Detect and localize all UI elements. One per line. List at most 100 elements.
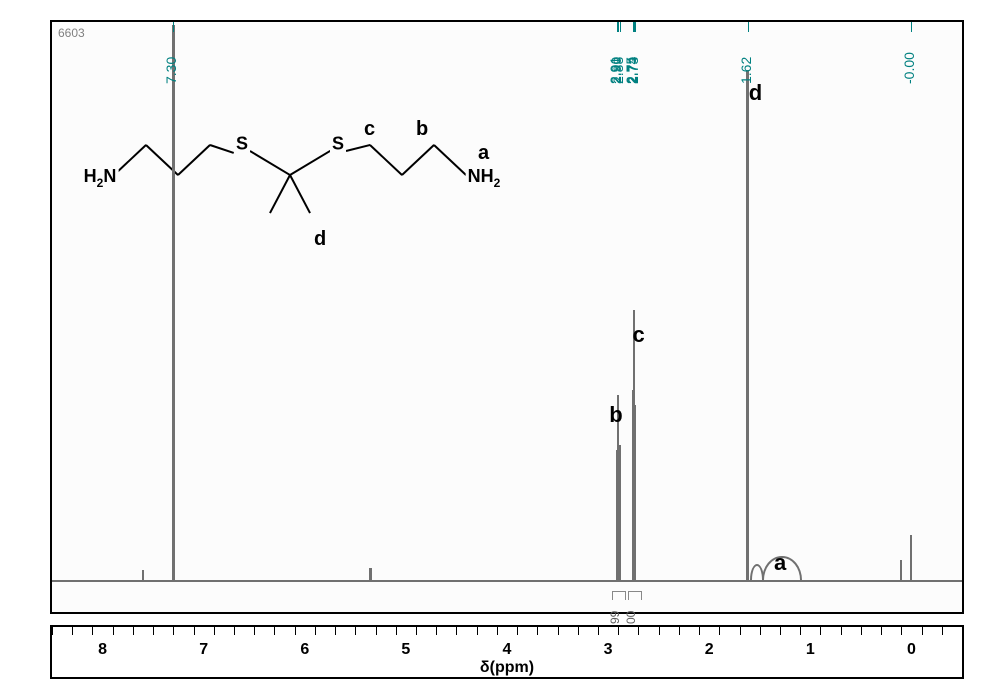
axis-tick-label: 5 — [401, 641, 410, 659]
axis-tick — [477, 627, 478, 635]
peak — [910, 535, 912, 580]
axis-tick — [274, 627, 275, 635]
axis-tick — [922, 627, 923, 635]
axis-tick — [962, 627, 963, 635]
bond — [249, 150, 290, 176]
axis-tick — [194, 627, 195, 635]
axis-tick — [52, 627, 53, 635]
proton-assignment-label: b — [609, 402, 622, 428]
corner-id-label: 6603 — [58, 26, 85, 40]
axis-tick-label: 0 — [907, 641, 916, 659]
atom-label: S — [234, 134, 250, 155]
axis-tick — [820, 627, 821, 635]
peak-top-tick — [620, 22, 621, 32]
axis-tick — [416, 627, 417, 635]
axis-tick — [740, 627, 741, 635]
axis-tick — [376, 627, 377, 635]
axis-tick — [315, 627, 316, 635]
axis-tick — [638, 627, 639, 635]
axis-tick — [153, 627, 154, 635]
bond — [289, 150, 330, 176]
atom-label: H2N — [82, 166, 119, 190]
axis-tick-label: 3 — [604, 641, 613, 659]
proton-assignment-label: d — [749, 80, 762, 106]
axis-tick — [699, 627, 700, 635]
axis-tick — [173, 627, 174, 635]
structure-proton-label: a — [478, 142, 489, 165]
axis-tick — [234, 627, 235, 635]
structure-proton-label: c — [364, 118, 375, 141]
axis-tick — [355, 627, 356, 635]
bond — [289, 175, 311, 214]
axis-tick — [719, 627, 720, 635]
axis-tick — [456, 627, 457, 635]
axis-tick-label: 6 — [300, 641, 309, 659]
axis-tick — [800, 627, 801, 635]
peak-top-tick — [748, 22, 749, 32]
baseline — [52, 580, 962, 582]
axis-tick — [214, 627, 215, 635]
axis-title: δ(ppm) — [480, 659, 534, 677]
axis-tick — [618, 627, 619, 635]
axis-tick — [780, 627, 781, 635]
axis-tick — [578, 627, 579, 635]
axis-tick — [133, 627, 134, 635]
axis-tick — [659, 627, 660, 635]
peak-top-tick — [635, 22, 636, 32]
structure-proton-label: d — [314, 228, 326, 251]
bond — [177, 144, 210, 175]
axis-tick — [497, 627, 498, 635]
peak — [142, 570, 144, 580]
axis-tick — [942, 627, 943, 635]
x-axis: δ(ppm) 0 1 2 3 4 5 6 7 8 — [50, 625, 964, 679]
axis-tick — [841, 627, 842, 635]
structure-proton-label: b — [416, 118, 428, 141]
peak-shift-label: 7.30 — [163, 57, 179, 84]
plot-area: 6603 H2NSSNH2cbad 7.302.912.902.882.752.… — [50, 20, 964, 614]
peak-top-tick — [618, 22, 619, 32]
axis-tick-label: 2 — [705, 641, 714, 659]
axis-tick — [760, 627, 761, 635]
atom-label: NH2 — [466, 166, 503, 190]
bond — [433, 144, 466, 175]
atom-label: S — [330, 134, 346, 155]
bond — [346, 144, 370, 152]
axis-tick — [901, 627, 902, 635]
axis-tick — [598, 627, 599, 635]
peak-shift-label: -0.00 — [901, 52, 917, 84]
axis-tick-label: 8 — [98, 641, 107, 659]
axis-tick — [517, 627, 518, 635]
peak — [634, 405, 636, 580]
axis-tick-label: 4 — [503, 641, 512, 659]
axis-tick — [92, 627, 93, 635]
integral-bracket — [628, 591, 642, 600]
axis-tick — [396, 627, 397, 635]
broad-peak — [750, 564, 764, 580]
axis-tick — [254, 627, 255, 635]
peak — [900, 560, 902, 580]
proton-assignment-label: a — [774, 550, 786, 576]
axis-tick — [335, 627, 336, 635]
nmr-chart: 6603 H2NSSNH2cbad 7.302.912.902.882.752.… — [0, 0, 1000, 700]
axis-tick-label: 7 — [199, 641, 208, 659]
peak — [369, 568, 372, 580]
peak — [746, 70, 749, 580]
axis-tick — [295, 627, 296, 635]
bond — [401, 144, 434, 175]
axis-tick — [679, 627, 680, 635]
peak-top-tick — [173, 22, 174, 32]
axis-tick-label: 1 — [806, 641, 815, 659]
axis-tick — [558, 627, 559, 635]
peak — [172, 25, 175, 580]
axis-tick — [72, 627, 73, 635]
axis-tick — [861, 627, 862, 635]
bond — [369, 144, 402, 175]
axis-tick — [113, 627, 114, 635]
proton-assignment-label: c — [632, 322, 644, 348]
axis-tick — [881, 627, 882, 635]
axis-tick — [436, 627, 437, 635]
peak-shift-label: 2.73 — [625, 57, 641, 84]
bond — [210, 144, 235, 154]
peak-top-tick — [911, 22, 912, 32]
integral-bracket — [612, 591, 626, 600]
